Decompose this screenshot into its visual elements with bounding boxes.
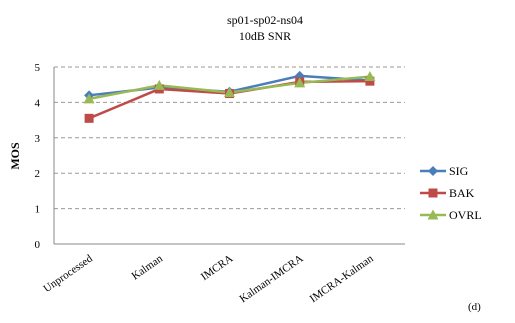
x-tick-label: Kalman xyxy=(130,252,166,282)
legend-marker-bak xyxy=(428,188,438,198)
legend-label-ovrl: OVRL xyxy=(449,208,482,222)
series-line-bak xyxy=(88,79,370,120)
data-point-ovrl xyxy=(153,79,165,90)
y-tick-label: 5 xyxy=(35,62,41,74)
data-point-ovrl xyxy=(364,71,376,82)
x-tick-label: Kalman-IMCRA xyxy=(237,253,305,306)
y-tick-label: 3 xyxy=(35,133,41,145)
legend-label-sig: SIG xyxy=(449,164,469,178)
x-tick-labels: Unprocessed Kalman IMCRA Kalman-IMCRA IMCRA-… xyxy=(41,252,376,305)
chart-title-line-2: 10dB SNR xyxy=(239,29,291,43)
panel-label: (d) xyxy=(468,301,481,313)
x-tick-label: Unprocessed xyxy=(41,252,95,295)
gridlines xyxy=(54,66,405,210)
data-point-bak xyxy=(365,76,375,86)
legend-label-bak: BAK xyxy=(449,186,475,200)
x-tick-label: IMCRA xyxy=(199,253,235,284)
y-tick-label: 4 xyxy=(35,97,41,109)
legend: SIG BAK OVRL xyxy=(420,164,482,222)
data-point-ovrl xyxy=(224,86,235,97)
y-axis-label: MOS xyxy=(8,142,22,170)
data-point-ovrl xyxy=(294,77,306,88)
legend-marker-ovrl xyxy=(427,209,439,220)
y-tick-label: 0 xyxy=(35,239,41,251)
y-tick-label: 2 xyxy=(35,168,41,180)
y-tick-labels: 0 1 2 3 4 5 xyxy=(35,62,41,251)
series-layer xyxy=(83,70,376,123)
data-point-ovrl xyxy=(83,93,95,104)
legend-marker-sig xyxy=(428,166,438,176)
chart-title-line-1: sp01-sp02-ns04 xyxy=(227,13,303,27)
x-tick-label: IMCRA-Kalman xyxy=(308,252,376,305)
data-point-bak xyxy=(84,113,94,123)
y-tick-label: 1 xyxy=(35,204,41,216)
